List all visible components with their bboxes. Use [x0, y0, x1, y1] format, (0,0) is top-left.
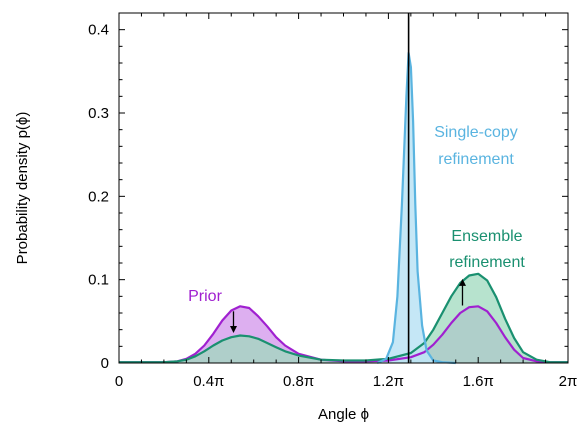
- annotation-ensemble-line2: refinement: [449, 254, 525, 271]
- y-tick-label-2: 0.2: [88, 188, 109, 205]
- y-tick-label-0: 0: [101, 355, 109, 372]
- x-tick-label-2: 0.8π: [283, 373, 314, 390]
- arrow-head-1: [458, 278, 466, 286]
- x-tick-label-5: 2π: [559, 373, 578, 390]
- x-tick-label-4: 1.6π: [463, 373, 494, 390]
- x-axis-label: Angle ϕ: [318, 406, 369, 423]
- tick-labels-group: 0 0.4π 0.8π 1.2π 1.6π 2π 0 0.1 0.2 0.3 0.4: [88, 22, 577, 390]
- ticks-group: [118, 12, 569, 364]
- line-single-copy-refinement: [376, 51, 456, 365]
- arrow-head-0: [229, 326, 237, 333]
- x-tick-label-0: 0: [115, 373, 123, 390]
- y-axis-label: Probability density p(ϕ): [14, 112, 31, 265]
- x-tick-label-1: 0.4π: [193, 373, 224, 390]
- annotation-prior: Prior: [188, 288, 222, 305]
- series-fills: [119, 53, 568, 363]
- annotation-single-copy-line2: refinement: [438, 151, 514, 168]
- area-ensemble-refinement: [119, 273, 568, 363]
- annotation-ensemble-line1: Ensemble: [451, 228, 522, 245]
- y-tick-label-3: 0.3: [88, 105, 109, 122]
- annotation-single-copy-line1: Single-copy: [434, 124, 518, 141]
- arrows-group: [229, 278, 466, 333]
- area-single-copy-refinement: [377, 53, 456, 363]
- y-tick-label-4: 0.4: [88, 22, 109, 39]
- x-tick-label-3: 1.2π: [373, 373, 404, 390]
- y-tick-label-1: 0.1: [88, 272, 109, 289]
